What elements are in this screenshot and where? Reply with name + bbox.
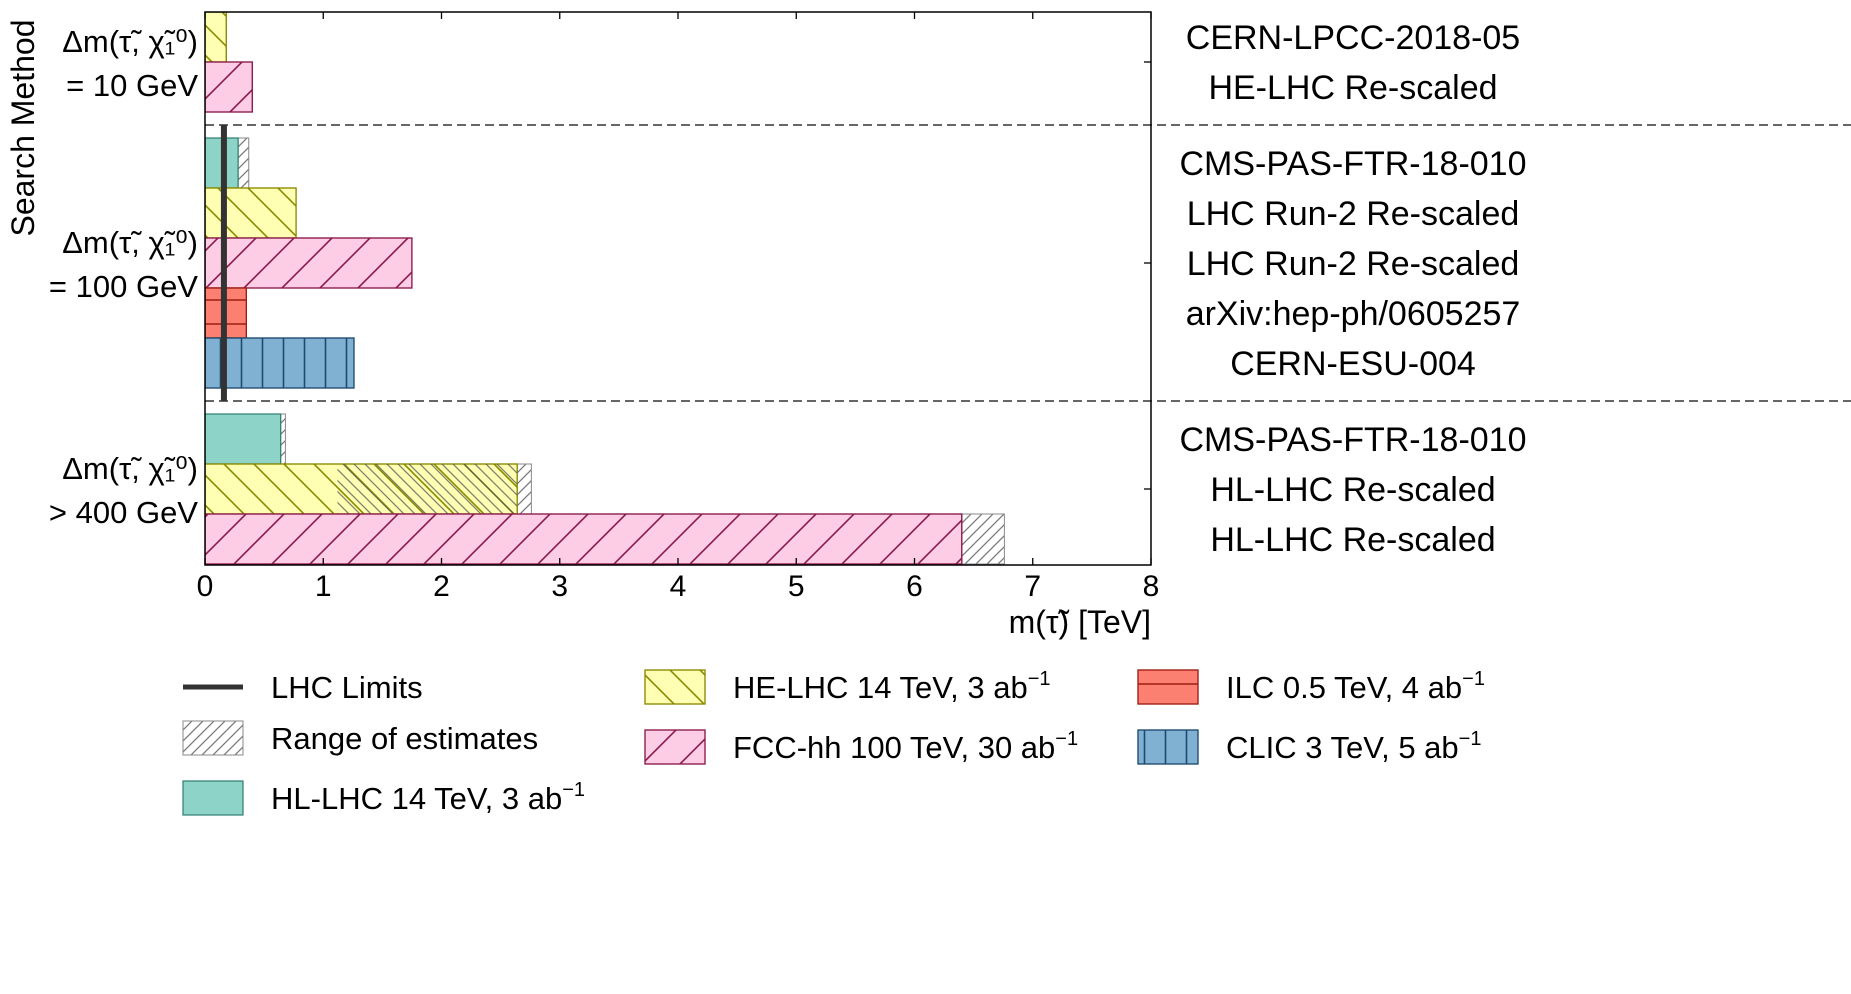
range-estimate-bar bbox=[961, 513, 1005, 565]
range-estimate-bar bbox=[280, 413, 286, 465]
reference-label: HE-LHC Re-scaled bbox=[1208, 69, 1497, 107]
legend-label-superscript: −1 bbox=[1055, 728, 1078, 750]
bar bbox=[205, 413, 282, 465]
legend-label-superscript: −1 bbox=[1028, 668, 1051, 690]
x-tick-label: 2 bbox=[433, 570, 450, 603]
reference-label: HL-LHC Re-scaled bbox=[1210, 521, 1495, 559]
reference-label: LHC Run-2 Re-scaled bbox=[1187, 245, 1520, 283]
bars-layer bbox=[205, 12, 1005, 565]
legend-label-superscript: −1 bbox=[1459, 728, 1482, 750]
range-overlap-hatch bbox=[337, 464, 518, 514]
group-label-line1: Δm(τ̃, χ̃₁⁰) bbox=[62, 451, 198, 486]
legend-label-superscript: −1 bbox=[1462, 668, 1485, 690]
bar-hatch bbox=[205, 513, 963, 565]
range-estimate-bar bbox=[237, 137, 250, 189]
x-tick-label: 4 bbox=[670, 570, 687, 603]
legend-swatch-range bbox=[182, 720, 244, 756]
y-axis-label: Search Method bbox=[5, 19, 41, 236]
x-tick-label: 7 bbox=[1024, 570, 1041, 603]
legend-label: ILC 0.5 TeV, 4 ab−1 bbox=[1226, 668, 1485, 705]
bar-hatch bbox=[205, 337, 355, 389]
group-label-line1: Δm(τ̃, χ̃₁⁰) bbox=[62, 24, 198, 59]
reference-label: CERN-ESU-004 bbox=[1230, 345, 1476, 383]
legend-label: CLIC 3 TeV, 5 ab−1 bbox=[1226, 728, 1481, 765]
reference-label: CMS-PAS-FTR-18-010 bbox=[1180, 421, 1527, 459]
reference-label: CERN-LPCC-2018-05 bbox=[1186, 19, 1520, 57]
reference-label: CMS-PAS-FTR-18-010 bbox=[1180, 145, 1527, 183]
legend-swatch-hatch bbox=[1137, 729, 1199, 765]
x-tick-label: 1 bbox=[315, 570, 332, 603]
x-tick-label: 5 bbox=[788, 570, 805, 603]
group-label-line2: > 400 GeV bbox=[49, 495, 198, 530]
legend-label: HE-LHC 14 TeV, 3 ab−1 bbox=[733, 668, 1051, 705]
legend-label-superscript: −1 bbox=[562, 779, 585, 801]
bar-hatch bbox=[205, 237, 413, 289]
group-label-line1: Δm(τ̃, χ̃₁⁰) bbox=[62, 225, 198, 260]
x-axis-label: m(τ̃) [TeV] bbox=[1009, 604, 1151, 640]
axes-layer: 0 1 2 3 4 5 6 7 8m(τ̃) [TeV] Search Method bbox=[5, 11, 1160, 640]
bar-hatch bbox=[205, 187, 297, 239]
legend-label: HL-LHC 14 TeV, 3 ab−1 bbox=[271, 779, 585, 816]
legend-label: FCC-hh 100 TeV, 30 ab−1 bbox=[733, 728, 1078, 765]
legend-swatch-hatch bbox=[644, 729, 706, 765]
labels-layer: CERN-LPCC-2018-05 HE-LHC Re-scaled CMS-PAS… bbox=[49, 19, 1527, 559]
reference-label: LHC Run-2 Re-scaled bbox=[1187, 195, 1520, 233]
bar-hatch bbox=[205, 61, 253, 113]
group-label-line2: = 10 GeV bbox=[66, 68, 198, 103]
bar-hatch bbox=[205, 12, 227, 63]
legend-swatch-hatch bbox=[1137, 669, 1199, 705]
x-tick-label: 8 bbox=[1143, 570, 1160, 603]
x-tick-label: 3 bbox=[551, 570, 568, 603]
lines-layer bbox=[205, 124, 1851, 402]
legend-label: LHC Limits bbox=[271, 670, 423, 705]
reference-label: arXiv:hep-ph/0605257 bbox=[1186, 295, 1521, 333]
legend-swatch-hatch bbox=[644, 669, 706, 705]
legend-layer: LHC Limits Range of estimates HL-LHC 14 Te… bbox=[182, 668, 1485, 816]
group-label-line2: = 100 GeV bbox=[49, 269, 198, 304]
legend-swatch bbox=[182, 780, 244, 816]
x-tick-label: 6 bbox=[906, 570, 923, 603]
reference-label: HL-LHC Re-scaled bbox=[1210, 471, 1495, 509]
legend-label: Range of estimates bbox=[271, 721, 538, 756]
x-tick-label: 0 bbox=[197, 570, 214, 603]
